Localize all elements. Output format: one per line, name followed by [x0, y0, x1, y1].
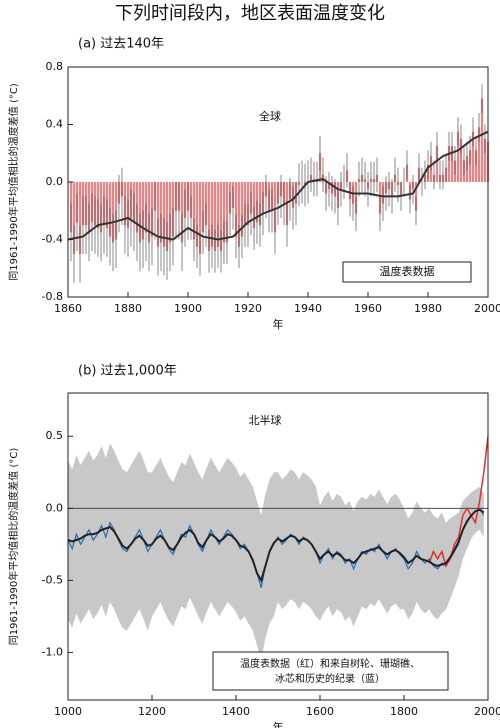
y-tick-label: -0.4: [42, 233, 63, 246]
bar: [468, 150, 472, 182]
bar: [198, 182, 202, 254]
uncertainty-band: [68, 443, 484, 660]
y-axis-label: 同1961-1990年平均值相比的温度差值 (°C): [7, 448, 20, 646]
x-axis-label: 年: [273, 317, 284, 331]
bar: [192, 182, 196, 240]
panel-label: (b) 过去1,000年: [78, 364, 177, 379]
bar: [222, 182, 226, 243]
x-tick-label: 1200: [138, 705, 166, 718]
y-tick-label: 0.4: [46, 118, 64, 131]
x-tick-label: 1960: [354, 302, 382, 315]
bar: [483, 138, 487, 182]
bar: [435, 146, 439, 182]
x-tick-label: 1900: [174, 302, 202, 315]
x-tick-label: 1860: [54, 302, 82, 315]
y-axis-label: 同1961-1990年平均值相比的温度差值 (°C): [7, 83, 20, 281]
legend-box: [212, 651, 449, 691]
bar: [165, 182, 169, 251]
legend-box: [342, 261, 472, 283]
bar: [225, 182, 229, 243]
bar: [138, 182, 142, 243]
region-label: 全球: [259, 109, 281, 123]
bar: [159, 182, 163, 243]
bar: [480, 98, 484, 182]
bar: [474, 150, 478, 182]
x-tick-label: 1980: [414, 302, 442, 315]
plot-frame: [67, 392, 489, 701]
bar: [234, 182, 238, 237]
x-tick-label: 2000: [474, 302, 500, 315]
y-tick-label: -0.8: [42, 290, 63, 303]
bar: [447, 146, 451, 182]
bar: [471, 131, 475, 182]
y-tick-label: 0.8: [46, 60, 64, 73]
legend-text: 温度表数据: [380, 264, 435, 278]
bar: [147, 182, 151, 243]
x-tick-label: 1880: [114, 302, 142, 315]
bar: [240, 182, 244, 237]
bar: [156, 182, 160, 247]
bar: [111, 182, 115, 243]
legend-text: 冰芯和历史的纪录（蓝）: [275, 672, 385, 685]
x-tick-label: 1000: [54, 705, 82, 718]
bar: [72, 182, 76, 254]
instrumental-line: [428, 436, 489, 568]
bar: [162, 182, 166, 247]
bar: [450, 146, 454, 182]
bar: [180, 182, 184, 243]
bar: [213, 182, 217, 251]
bar: [237, 182, 241, 247]
x-tick-label: 1920: [234, 302, 262, 315]
x-tick-label: 2000: [474, 705, 500, 718]
smooth-line: [67, 508, 485, 583]
x-axis-label: 年: [273, 720, 284, 728]
region-label: 北半球: [249, 413, 282, 427]
bar: [456, 131, 460, 182]
y-tick-label: -1.0: [42, 645, 63, 658]
panel-label: (a) 过去140年: [78, 37, 164, 52]
bar: [459, 138, 463, 182]
y-tick-label: -0.5: [42, 573, 63, 586]
x-tick-label: 1940: [294, 302, 322, 315]
bar: [477, 127, 481, 182]
y-tick-label: 0.0: [46, 501, 64, 514]
x-tick-label: 1800: [390, 705, 418, 718]
bar: [78, 182, 82, 254]
x-tick-label: 1600: [306, 705, 334, 718]
y-tick-label: 0.5: [46, 429, 64, 442]
bar: [219, 182, 223, 251]
bar: [207, 182, 211, 251]
bar: [216, 182, 220, 247]
bar: [201, 182, 205, 233]
bar: [168, 182, 172, 243]
legend-text: 温度表数据（红）和来自树轮、珊瑚礁、: [240, 657, 420, 670]
bar: [273, 182, 277, 233]
smooth-line: [67, 130, 489, 241]
bar: [210, 182, 214, 247]
bar: [195, 182, 199, 247]
bar: [252, 182, 256, 228]
title: 下列时间段内，地区表面温度变化: [115, 3, 385, 24]
y-tick-label: 0.0: [46, 175, 64, 188]
x-tick-label: 1400: [222, 705, 250, 718]
